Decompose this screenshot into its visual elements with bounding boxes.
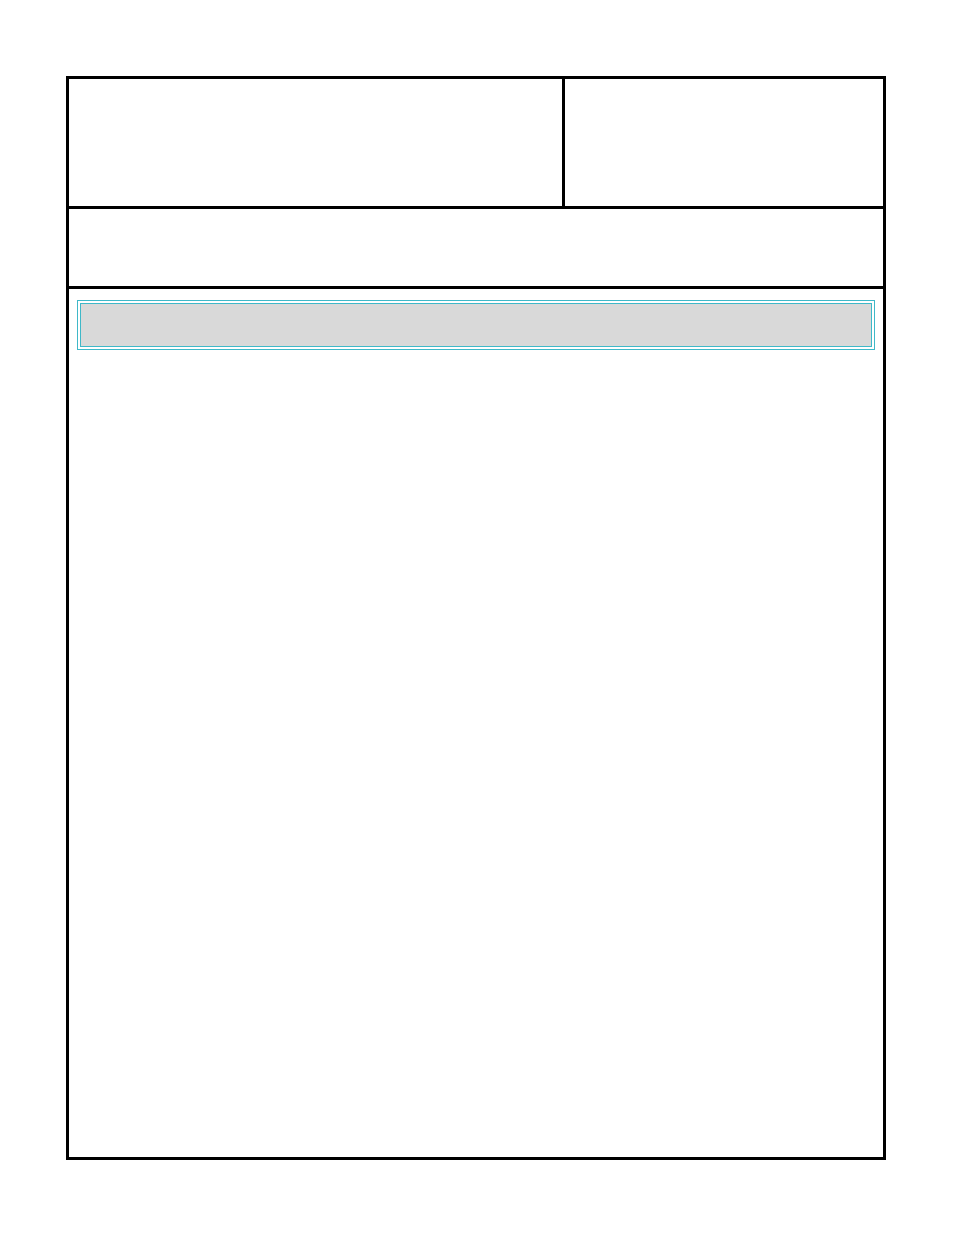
selected-field-bar[interactable] [80,303,872,347]
header-left-cell [69,79,565,206]
subheader-row [69,209,883,289]
header-row [69,79,883,209]
form-outer-frame [66,76,886,1160]
header-right-cell [565,79,883,206]
document-page [0,0,954,1235]
